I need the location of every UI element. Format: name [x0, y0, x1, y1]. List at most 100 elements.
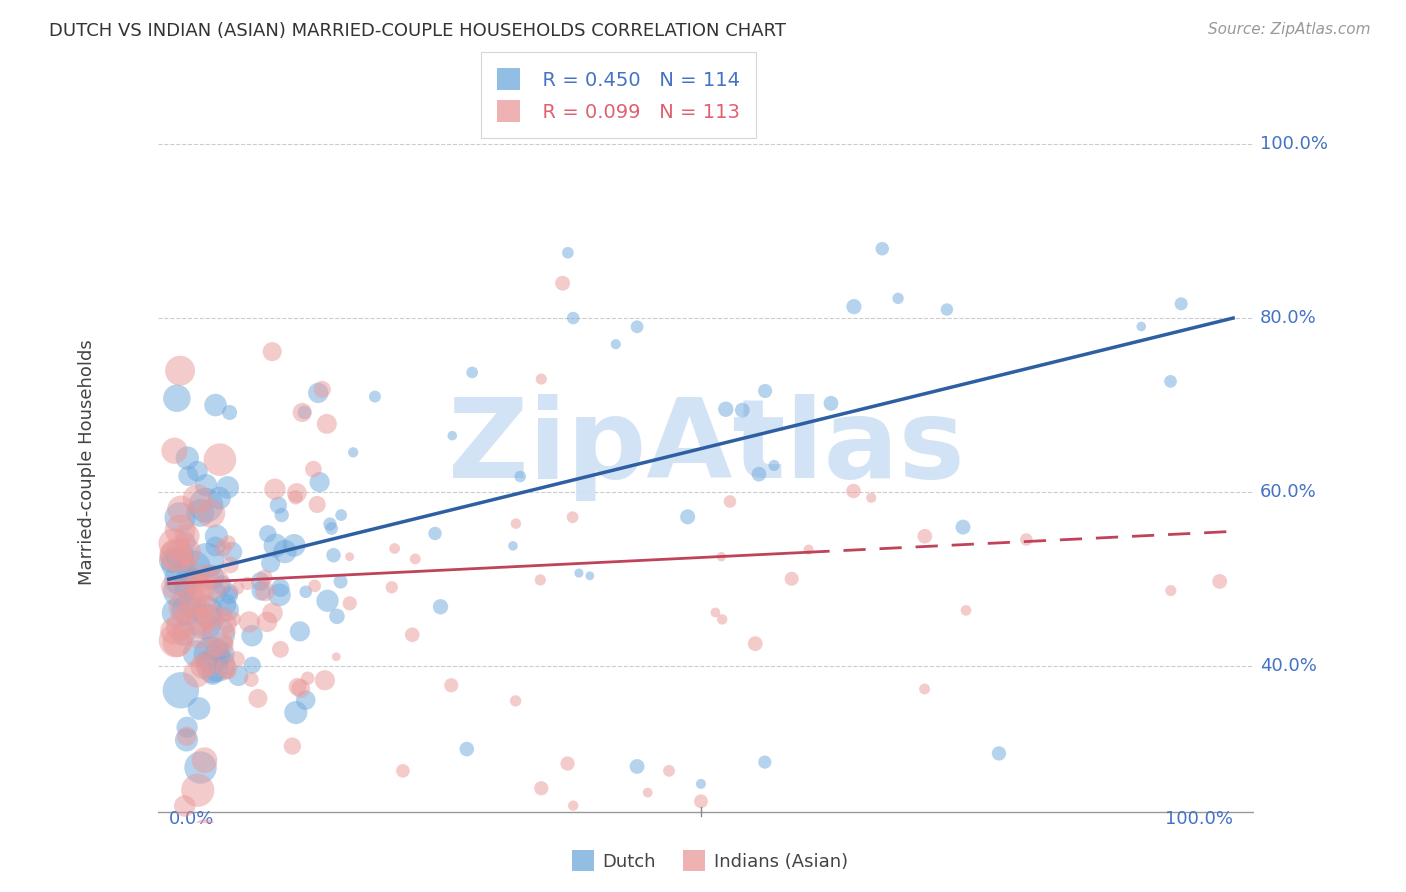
Point: [204, 540, 226, 554]
Point: [165, 633, 187, 648]
Point: [253, 584, 276, 599]
Point: [174, 581, 197, 595]
Point: [194, 570, 217, 584]
Point: [283, 538, 305, 552]
Point: [381, 580, 404, 594]
Point: [215, 661, 238, 675]
Point: [988, 747, 1011, 761]
Point: [292, 405, 315, 419]
Point: [530, 781, 553, 796]
Point: [160, 554, 183, 568]
Point: [325, 649, 347, 664]
Point: [194, 824, 217, 838]
Point: [264, 538, 287, 552]
Point: [240, 673, 263, 687]
Point: [165, 549, 187, 563]
Point: [222, 612, 245, 626]
Point: [167, 558, 190, 572]
Point: [176, 729, 198, 743]
Point: [744, 637, 766, 651]
Point: [820, 396, 842, 410]
Point: [190, 760, 212, 774]
Point: [404, 552, 426, 566]
Point: [200, 610, 222, 624]
Point: [209, 638, 232, 652]
Point: [1170, 297, 1192, 311]
Point: [218, 624, 240, 639]
Point: [551, 277, 574, 291]
Point: [342, 445, 364, 459]
Point: [319, 517, 342, 532]
Point: [201, 667, 224, 681]
Point: [197, 612, 219, 626]
Point: [217, 535, 239, 549]
Point: [176, 720, 198, 734]
Point: [557, 756, 579, 771]
Point: [329, 574, 352, 589]
Point: [711, 612, 734, 626]
Point: [269, 581, 291, 595]
Point: [183, 595, 205, 609]
Point: [197, 653, 219, 667]
Point: [195, 553, 218, 567]
Point: [214, 598, 236, 612]
Point: [166, 635, 188, 649]
Point: [197, 657, 219, 671]
Point: [165, 606, 187, 620]
Point: [172, 626, 194, 640]
Point: [169, 510, 191, 524]
Point: [165, 548, 187, 562]
Point: [207, 657, 229, 672]
Point: [780, 572, 803, 586]
Point: [718, 494, 741, 508]
Legend: Dutch, Indians (Asian): Dutch, Indians (Asian): [565, 843, 855, 879]
Point: [339, 596, 361, 610]
Point: [461, 366, 484, 380]
Point: [605, 337, 627, 351]
Point: [1130, 319, 1153, 334]
Point: [204, 641, 226, 656]
Point: [212, 541, 235, 556]
Point: [441, 428, 464, 442]
Point: [530, 372, 553, 386]
Point: [188, 506, 211, 520]
Point: [163, 536, 186, 550]
Point: [401, 628, 423, 642]
Point: [249, 574, 271, 589]
Point: [262, 344, 284, 359]
Point: [267, 498, 290, 512]
Point: [326, 609, 349, 624]
Point: [314, 673, 336, 688]
Point: [287, 680, 309, 694]
Point: [201, 659, 224, 673]
Point: [181, 597, 204, 611]
Point: [748, 467, 770, 482]
Point: [658, 764, 681, 778]
Point: [177, 469, 200, 483]
Point: [731, 403, 754, 417]
Point: [311, 383, 333, 397]
Point: [204, 398, 226, 412]
Point: [704, 606, 727, 620]
Point: [188, 701, 211, 715]
Point: [212, 607, 235, 622]
Text: Married-couple Households: Married-couple Households: [77, 339, 96, 584]
Point: [170, 683, 193, 698]
Point: [288, 624, 311, 639]
Point: [194, 498, 217, 512]
Point: [170, 502, 193, 516]
Legend:   R = 0.450   N = 114,   R = 0.099   N = 113: R = 0.450 N = 114, R = 0.099 N = 113: [481, 53, 755, 138]
Point: [173, 799, 195, 814]
Point: [842, 483, 865, 498]
Point: [304, 579, 326, 593]
Point: [193, 753, 215, 767]
Point: [315, 417, 337, 431]
Point: [936, 302, 959, 317]
Point: [238, 615, 260, 629]
Point: [1015, 533, 1038, 547]
Point: [714, 402, 737, 417]
Point: [710, 549, 733, 564]
Point: [218, 405, 240, 419]
Point: [264, 482, 287, 496]
Point: [236, 576, 259, 591]
